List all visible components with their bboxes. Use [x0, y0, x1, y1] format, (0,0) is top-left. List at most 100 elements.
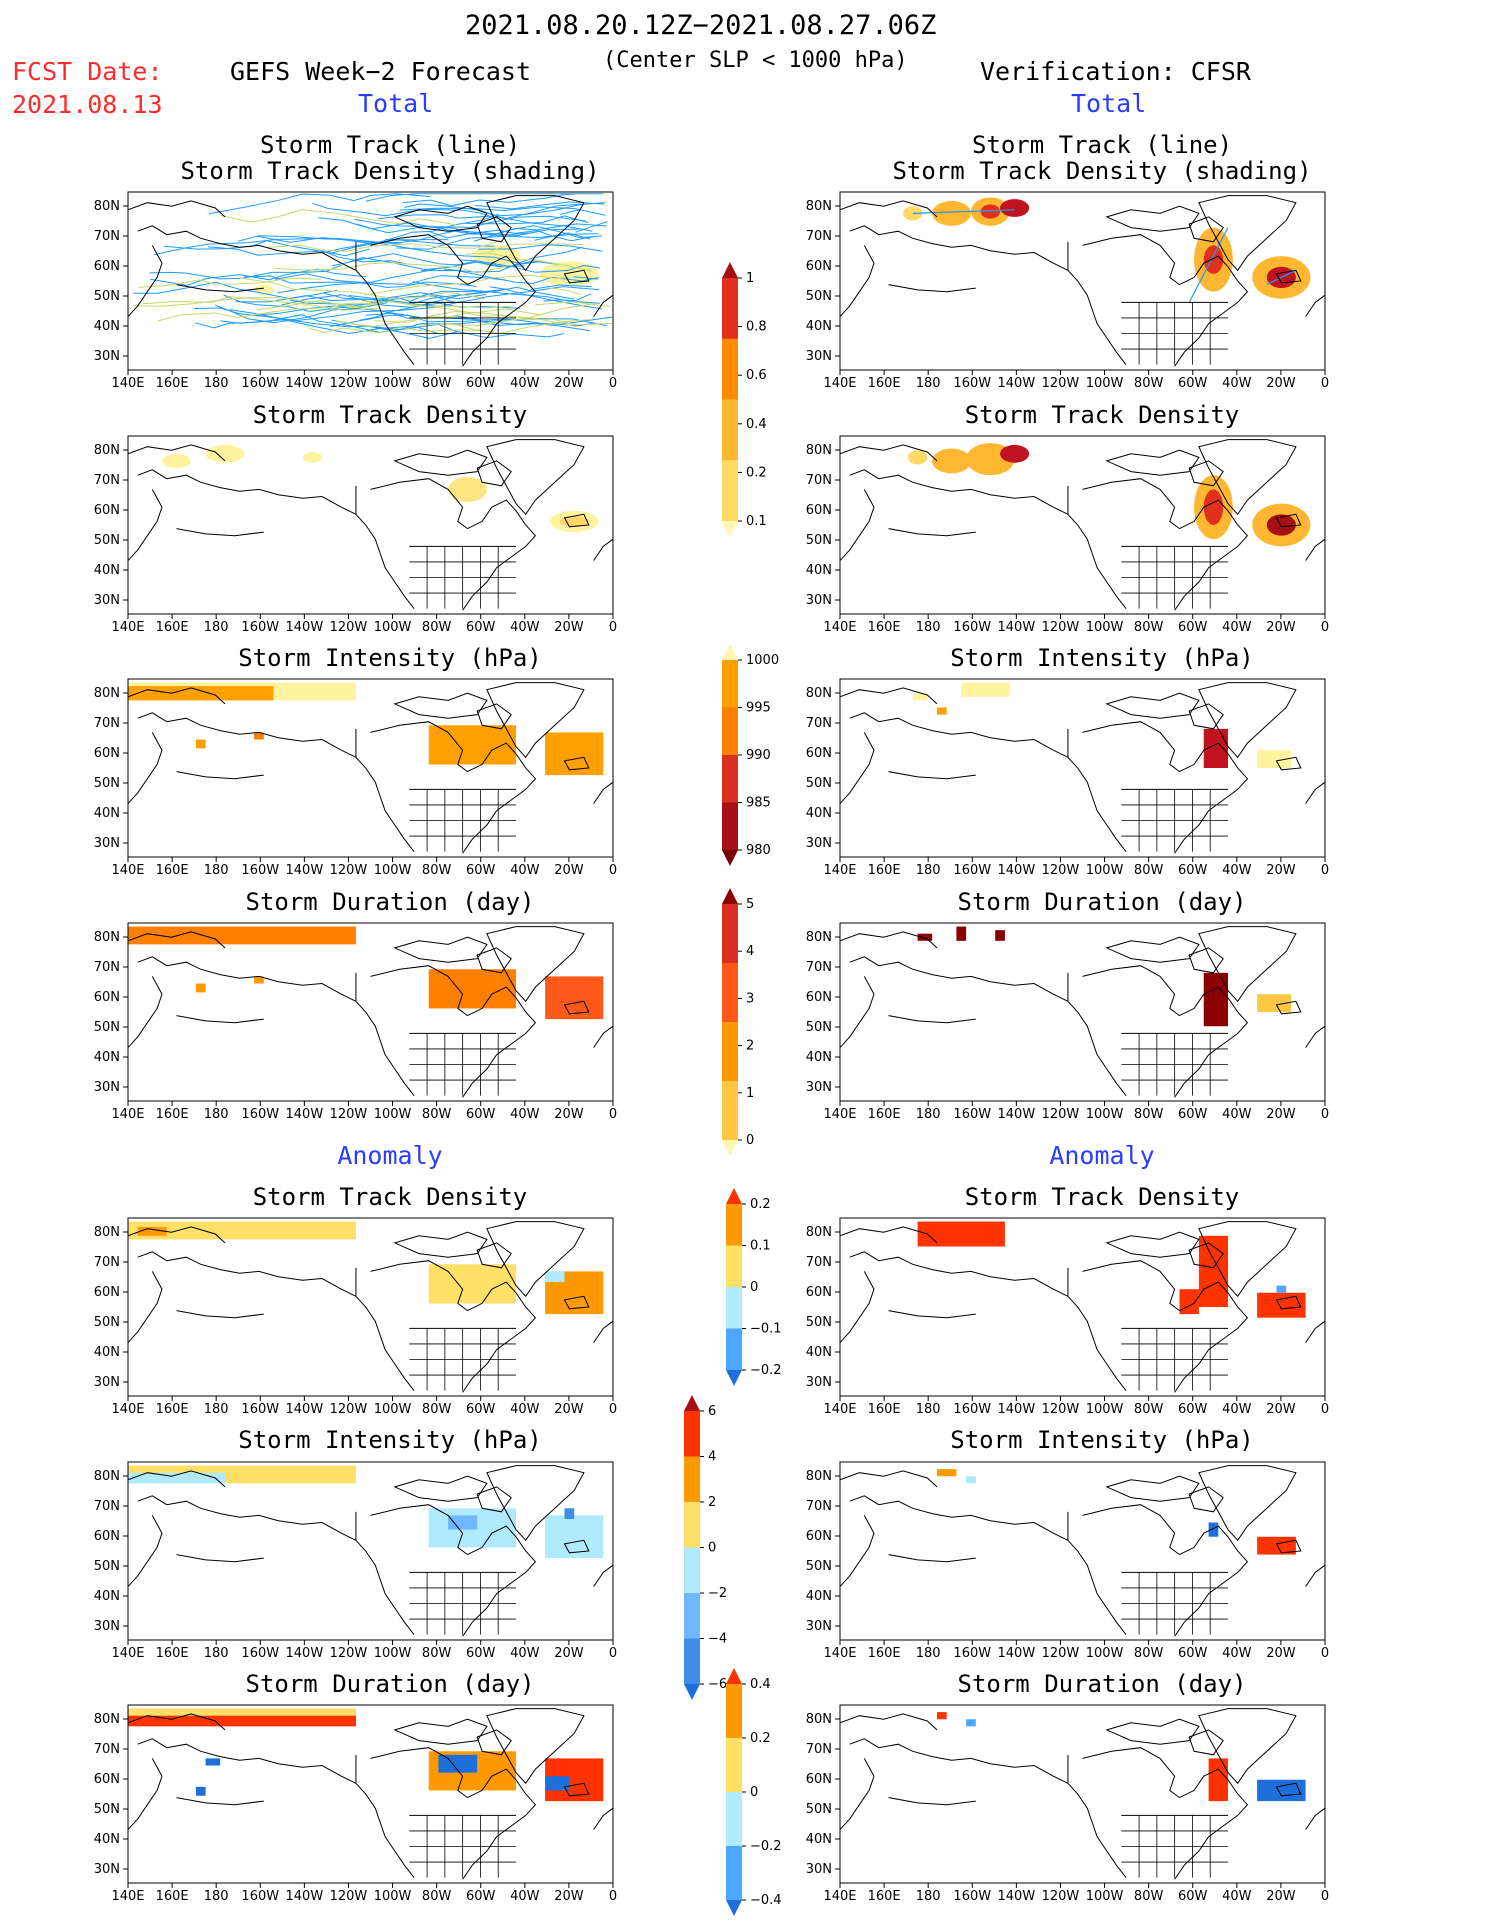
coastline: [1198, 439, 1297, 516]
fcst-date-value: 2021.08.13: [12, 90, 163, 119]
lat-tick-label: 70N: [806, 1255, 832, 1270]
colorbar-label: 0.4: [750, 1677, 771, 1692]
row1-title-left-line1: Storm Track (line): [259, 131, 521, 159]
coastline: [1305, 1807, 1325, 1830]
coastline: [370, 721, 537, 854]
lon-tick-label: 80W: [422, 1646, 452, 1661]
period-title: 2021.08.20.12Z−2021.08.27.06Z: [465, 10, 937, 41]
map-svg: 80N 70N 60N 50N 40N 30N 140E 160E 180 160W 140W 120…: [806, 678, 1329, 878]
lon-tick-label: 40W: [1222, 863, 1252, 878]
lon-tick-label: 100W: [374, 620, 412, 635]
lat-tick-label: 50N: [806, 1315, 832, 1330]
coastline: [355, 1782, 415, 1879]
coastline: [563, 1000, 590, 1015]
lat-tick-label: 50N: [806, 289, 832, 304]
coastline: [888, 1554, 976, 1563]
lat-tick-label: 40N: [806, 563, 832, 578]
lon-tick-label: 0: [1321, 1646, 1329, 1661]
lat-tick-label: 70N: [94, 229, 120, 244]
map-content: [128, 923, 613, 1101]
colorbar-segment: [722, 338, 738, 400]
map-area: 80N 70N 60N 50N 40N 30N 140E 160E 180 160W 140W 120…: [94, 1217, 617, 1417]
map-area: 80N 70N 60N 50N 40N 30N 140E 160E 180 160W 140W 120…: [94, 1704, 617, 1904]
map-svg: 80N 70N 60N 50N 40N 30N 140E 160E 180 160W 140W 120…: [94, 922, 617, 1122]
lon-tick-label: 140E: [111, 376, 144, 391]
lat-tick-label: 60N: [806, 746, 832, 761]
grid-cell-shading: [195, 983, 206, 993]
lat-tick-label: 70N: [94, 1255, 120, 1270]
map-content: [840, 1462, 1325, 1640]
lon-tick-label: 60W: [466, 620, 496, 635]
coastline: [840, 976, 875, 1048]
storm-track-line: [274, 273, 506, 285]
coastline: [355, 513, 415, 610]
lon-tick-label: 140W: [998, 1402, 1036, 1417]
lon-tick-label: 80W: [1134, 863, 1164, 878]
storm-track-line: [1266, 269, 1297, 286]
storm-track-line: [332, 253, 525, 268]
lat-tick-label: 80N: [806, 443, 832, 458]
lon-tick-label: 140W: [286, 1402, 324, 1417]
map-background: [840, 436, 1325, 614]
coastline: [840, 444, 938, 462]
storm-track-line: [404, 203, 593, 232]
colorbar-segment: [726, 1792, 742, 1847]
coastline: [128, 245, 163, 317]
lon-tick-label: 140W: [998, 1107, 1036, 1122]
coastline: [840, 1271, 875, 1343]
map-svg: 80N 70N 60N 50N 40N 30N 140E 160E 180 160W 140W 120…: [94, 191, 617, 391]
lat-tick-label: 70N: [94, 716, 120, 731]
colorbar-label: 0: [750, 1280, 758, 1295]
lon-tick-label: 60W: [466, 376, 496, 391]
lon-tick-label: 160E: [868, 620, 901, 635]
lon-tick-label: 0: [609, 863, 617, 878]
lon-tick-label: 100W: [374, 1402, 412, 1417]
map-background: [128, 1218, 613, 1396]
grid-cell-shading: [545, 1515, 604, 1559]
storm-track-line: [402, 193, 604, 207]
colorbar-segment: [726, 1328, 742, 1371]
lon-tick-label: 40W: [1222, 1107, 1252, 1122]
map-background: [840, 679, 1325, 857]
coastline: [393, 936, 488, 963]
colorbar-intensity: 1000 995 990 985 980: [718, 644, 798, 870]
coastline: [370, 478, 537, 611]
coastline: [1198, 1221, 1297, 1298]
coastline: [486, 682, 585, 759]
lon-tick-label: 140W: [998, 376, 1036, 391]
lon-tick-label: 100W: [374, 376, 412, 391]
coastline: [355, 1539, 415, 1636]
lat-tick-label: 80N: [94, 1469, 120, 1484]
coastline: [593, 1807, 613, 1830]
lat-tick-label: 80N: [94, 1225, 120, 1240]
colorbar-label: 4: [708, 1450, 716, 1465]
map-frame: [127, 435, 614, 615]
colorbar-duration: 5 4 3 2 1 0: [718, 888, 798, 1160]
colorbar-segment: [722, 963, 738, 1023]
lat-tick-label: 80N: [806, 930, 832, 945]
coastline: [137, 956, 357, 1002]
lat-tick-label: 30N: [94, 593, 120, 608]
map-content: [128, 436, 613, 614]
lat-tick-label: 80N: [806, 1469, 832, 1484]
storm-track-line: [912, 209, 1015, 214]
colorbar-svg: 5 4 3 2 1 0: [722, 888, 754, 1156]
coastline: [393, 449, 488, 476]
coastline: [1067, 1539, 1127, 1636]
lon-tick-label: 180: [204, 1889, 229, 1904]
row7-title-right: Storm Duration (day): [957, 1670, 1247, 1698]
lat-tick-label: 50N: [94, 776, 120, 791]
grid-cell-shading: [1198, 1235, 1228, 1307]
lat-tick-label: 50N: [94, 1802, 120, 1817]
colorbar-label: 1000: [746, 653, 779, 668]
storm-track-line: [458, 259, 601, 273]
grid-cell-shading: [195, 1786, 206, 1796]
coastline: [1275, 1295, 1302, 1310]
coastline: [1082, 1260, 1249, 1393]
lat-tick-label: 70N: [94, 960, 120, 975]
storm-track-line: [153, 238, 402, 256]
grid-cell-shading: [917, 1221, 1005, 1247]
lon-tick-label: 160E: [156, 1107, 189, 1122]
colorbar-top-arrow: [722, 888, 738, 904]
lon-tick-label: 0: [609, 1402, 617, 1417]
